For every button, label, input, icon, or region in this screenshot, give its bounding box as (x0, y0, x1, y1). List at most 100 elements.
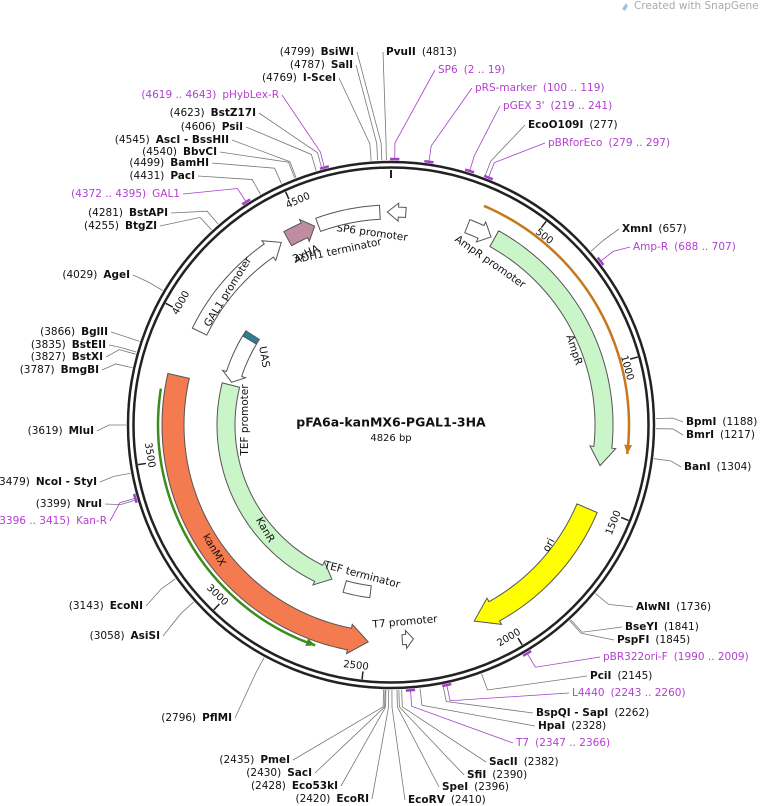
leader-line (428, 87, 473, 163)
leader-line (419, 688, 536, 727)
site-name: SpeI (442, 781, 468, 793)
site-position: (4799) (280, 46, 315, 58)
leader-line (371, 689, 390, 800)
leader-line (653, 458, 682, 468)
label-text: (2796) PflMI (161, 712, 232, 724)
leader-line (108, 344, 137, 353)
primer-range: (4619 .. 4643) (141, 89, 216, 101)
label-text: BanI (1304) (684, 461, 751, 473)
site-name: BstEII (72, 339, 106, 351)
label-text: (2430) SacI (246, 767, 312, 779)
site-position: (1841) (664, 621, 699, 633)
primer-label: SP6 (2 .. 19) (390, 64, 505, 161)
site-label: BspQI - SapI (2262) (442, 684, 649, 719)
ruler-label: 3500 (142, 442, 157, 469)
site-label: SpeI (2396) (396, 689, 509, 793)
leader-line (99, 472, 131, 483)
primer-mark (441, 682, 452, 688)
site-position: (4787) (290, 59, 325, 71)
leader-line (484, 124, 526, 178)
label-text: Amp-R (688 .. 707) (633, 241, 736, 253)
site-label: (4281) BstAPI (88, 207, 219, 225)
site-name: SfiI (467, 769, 486, 781)
primer-name: L4440 (572, 687, 605, 699)
label-text: (4372 .. 4395) GAL1 (71, 188, 180, 200)
feature-label: GAL1 promoter (202, 254, 255, 329)
primer-range: (688 .. 707) (674, 241, 736, 253)
site-label: (3619) MluI (28, 424, 126, 437)
site-label: EcoRV (2410) (391, 689, 486, 806)
label-text: PciI (2145) (590, 670, 652, 682)
site-position: (2382) (524, 756, 559, 768)
site-name: BglII (81, 326, 108, 338)
site-label: (4540) BbvCI (142, 146, 296, 179)
primer-range: (4372 .. 4395) (71, 188, 146, 200)
site-label: (3866) BglII (40, 326, 140, 342)
site-name: AgeI (103, 269, 130, 281)
site-label: (4255) BtgZI (84, 216, 212, 232)
label-text: (4799) BsiWI (280, 46, 354, 58)
leader-line (382, 51, 387, 161)
site-label: (2420) EcoRI (295, 689, 390, 805)
site-label: (3479) NcoI - StyI (0, 472, 131, 488)
watermark-text: Created with SnapGene® (634, 0, 760, 12)
primer-mark (522, 649, 532, 657)
site-label: (4606) PsiI (181, 121, 317, 171)
leader-line (401, 689, 487, 763)
site-name: I-SceI (303, 72, 336, 84)
label-text: (4029) AgeI (62, 269, 130, 281)
label-text: (4255) BtgZI (84, 220, 157, 232)
site-position: (2428) (251, 780, 286, 792)
site-name: SacI (287, 767, 312, 779)
site-name: EcoO109I (528, 119, 583, 131)
ruler-label: 2500 (343, 659, 370, 673)
primer-mark (596, 256, 605, 266)
leader-line (182, 188, 248, 203)
leader-line (211, 162, 282, 184)
label-text: (4606) PsiI (181, 121, 243, 133)
feature-label: UAS (256, 345, 272, 369)
label-text: (4499) BamHI (129, 157, 209, 169)
primer-name: Kan-R (76, 515, 107, 527)
leader-line (109, 497, 137, 522)
primer-mark (132, 493, 138, 504)
primer-label: L4440 (2243 .. 2260) (441, 682, 686, 702)
ruler-tick (540, 220, 547, 229)
label-text: SP6 (2 .. 19) (438, 64, 505, 76)
label-text: (4619 .. 4643) pHybLex-R (141, 89, 279, 101)
site-position: (3479) (0, 476, 30, 488)
site-label: (2796) PflMI (161, 657, 265, 724)
site-label: (4029) AgeI (62, 269, 163, 291)
leader-line (599, 246, 631, 263)
site-name: AlwNI (636, 601, 670, 613)
site-position: (3787) (20, 364, 55, 376)
leader-line (398, 689, 465, 776)
label-text: XmnI (657) (622, 223, 687, 235)
site-label: PciI (2145) (481, 670, 652, 691)
label-text: SfiI (2390) (467, 769, 527, 781)
leader-line (234, 657, 265, 719)
site-label: (4623) BstZ17I (170, 107, 323, 170)
site-label: BmrI (1217) (655, 428, 755, 441)
site-label: (3835) BstEII (31, 339, 137, 353)
site-name: PflMI (202, 712, 232, 724)
site-position: (2328) (571, 720, 606, 732)
site-name: BbvCI (183, 146, 217, 158)
site-position: (2796) (161, 712, 196, 724)
site-label: PvuII (4813) (382, 46, 457, 161)
site-name: XmnI (622, 223, 652, 235)
site-name: NcoI - StyI (36, 476, 97, 488)
site-position: (2145) (617, 670, 652, 682)
site-position: (277) (589, 119, 617, 131)
site-position: (2410) (451, 794, 486, 806)
site-position: (2390) (492, 769, 527, 781)
primer-name: T7 (515, 737, 529, 749)
primer-range: (1990 .. 2009) (674, 651, 749, 663)
leader-line (104, 499, 137, 506)
site-label: (2428) Eco53kI (251, 689, 387, 792)
leader-line (132, 274, 163, 291)
site-position: (4255) (84, 220, 119, 232)
ruler-tick (629, 356, 639, 360)
primer-range: (2347 .. 2366) (535, 737, 610, 749)
